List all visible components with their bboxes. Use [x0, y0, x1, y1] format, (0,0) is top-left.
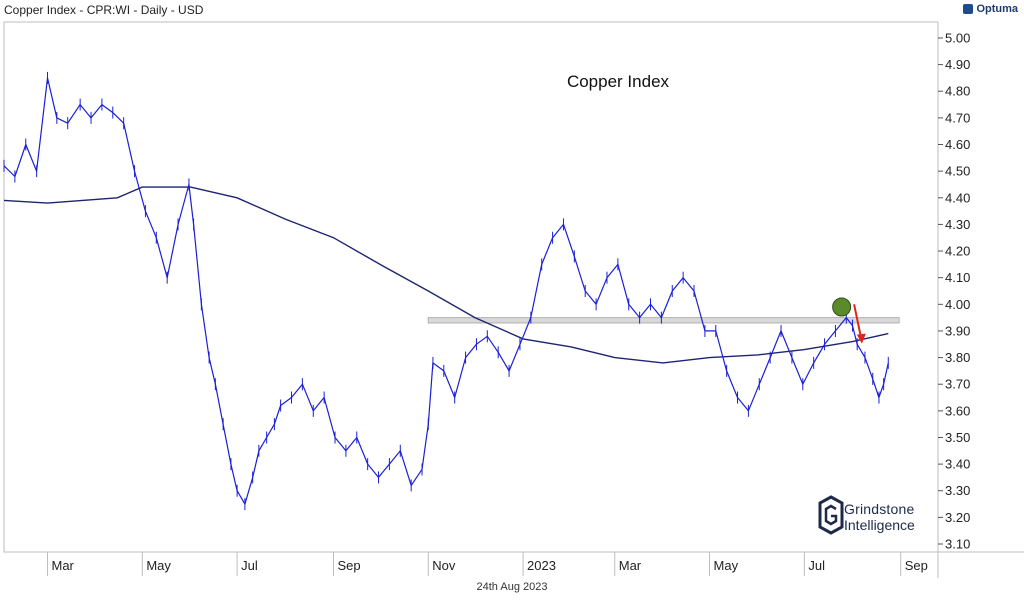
x-tick-label: Nov [432, 558, 456, 573]
y-tick-label: 4.10 [945, 270, 970, 285]
chart-header-title: Copper Index - CPR:WI - Daily - USD [4, 3, 204, 17]
y-tick-label: 4.80 [945, 84, 970, 99]
y-tick-label: 4.60 [945, 137, 970, 152]
y-tick-label: 4.50 [945, 164, 970, 179]
rejection-arrow-head [856, 333, 866, 344]
y-tick-label: 3.70 [945, 377, 970, 392]
chart-header: Copper Index - CPR:WI - Daily - USD Optu… [0, 0, 1024, 20]
optuma-brand: Optuma [963, 3, 1018, 15]
y-tick-label: 3.60 [945, 403, 970, 418]
grindstone-watermark: Grindstone Intelligence [818, 493, 953, 541]
y-tick-label: 5.00 [945, 30, 970, 45]
y-tick-label: 3.90 [945, 323, 970, 338]
moving-average-line [3, 186, 889, 364]
x-tick-label: May [146, 558, 171, 573]
grindstone-logo-icon [818, 495, 844, 535]
breakout-marker [832, 297, 852, 317]
x-tick-label: Jul [808, 558, 825, 573]
y-tick-label: 3.30 [945, 483, 970, 498]
y-tick-label: 4.20 [945, 244, 970, 259]
x-tick-label: Sep [905, 558, 928, 573]
y-tick-label: 3.10 [945, 537, 970, 552]
x-tick-label: Mar [619, 558, 642, 573]
optuma-brand-label: Optuma [976, 3, 1018, 15]
y-tick-label: 3.20 [945, 510, 970, 525]
x-tick-label: Mar [52, 558, 75, 573]
x-tick-label: 2023 [527, 558, 556, 573]
y-tick-label: 3.40 [945, 457, 970, 472]
y-tick-label: 4.30 [945, 217, 970, 232]
y-tick-label: 4.70 [945, 110, 970, 125]
x-tick-label: Jul [241, 558, 258, 573]
x-tick-label: Sep [337, 558, 360, 573]
optuma-logo-icon [963, 4, 974, 14]
resistance-zone [427, 317, 900, 324]
y-tick-label: 3.80 [945, 350, 970, 365]
watermark-line-1: Grindstone [844, 501, 915, 517]
y-tick-label: 3.50 [945, 430, 970, 445]
y-tick-label: 4.40 [945, 190, 970, 205]
price-line [3, 77, 889, 505]
date-footer: 24th Aug 2023 [476, 581, 548, 593]
x-tick-label: May [714, 558, 739, 573]
y-tick-label: 4.00 [945, 297, 970, 312]
y-tick-label: 4.90 [945, 57, 970, 72]
plot-frame [3, 21, 939, 553]
chart-title: Copper Index [567, 72, 670, 91]
watermark-line-2: Intelligence [844, 517, 915, 533]
